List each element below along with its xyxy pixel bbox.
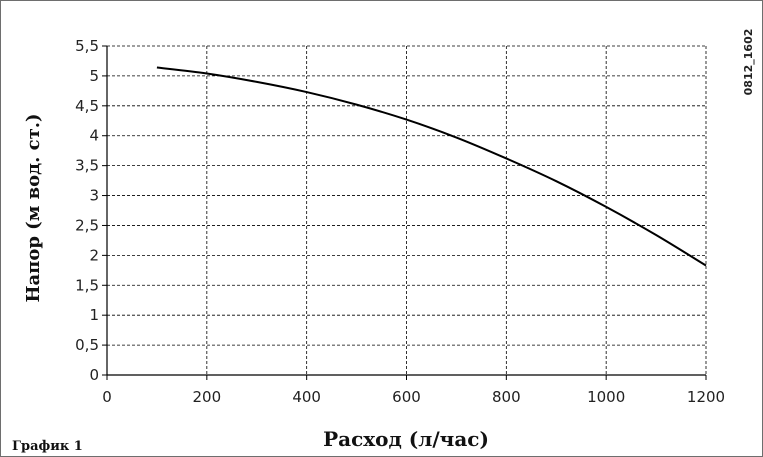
y-tick-label: 2,5: [75, 216, 99, 234]
x-tick-label: 400: [292, 388, 321, 406]
x-tick-labels: 0 200 400 600 800 1000 1200: [102, 388, 725, 406]
x-tick-label: 200: [193, 388, 222, 406]
chart-caption: График 1: [12, 439, 83, 454]
x-tick-label: 1200: [687, 388, 725, 406]
y-tick-label: 1: [89, 306, 99, 324]
x-axis-title: Расход (л/час): [323, 427, 489, 451]
x-tick-label: 1000: [587, 388, 625, 406]
x-tick-label: 0: [102, 388, 112, 406]
series-line: [156, 66, 707, 267]
x-tick-label: 600: [392, 388, 421, 406]
axes: [102, 45, 707, 380]
image-code-label: 0812_1602: [742, 29, 755, 96]
y-tick-label: 0,5: [75, 336, 99, 354]
grid: [107, 45, 707, 375]
y-tick-label: 5: [89, 67, 99, 85]
y-tick-label: 0: [89, 366, 99, 384]
y-tick-label: 4,5: [75, 97, 99, 115]
y-axis-title: Напор (м вод. ст.): [23, 113, 44, 302]
y-tick-label: 1,5: [75, 276, 99, 294]
y-tick-label: 3: [89, 187, 99, 205]
y-tick-label: 2: [89, 246, 99, 264]
y-tick-labels: 0 0,5 1 1,5 2 2,5 3 3,5 4 4,5 5 5,5: [75, 37, 99, 384]
series-layer: [156, 66, 707, 267]
y-tick-label: 5,5: [75, 37, 99, 55]
x-tick-label: 800: [492, 388, 521, 406]
y-tick-label: 4: [89, 127, 99, 145]
y-tick-label: 3,5: [75, 157, 99, 175]
